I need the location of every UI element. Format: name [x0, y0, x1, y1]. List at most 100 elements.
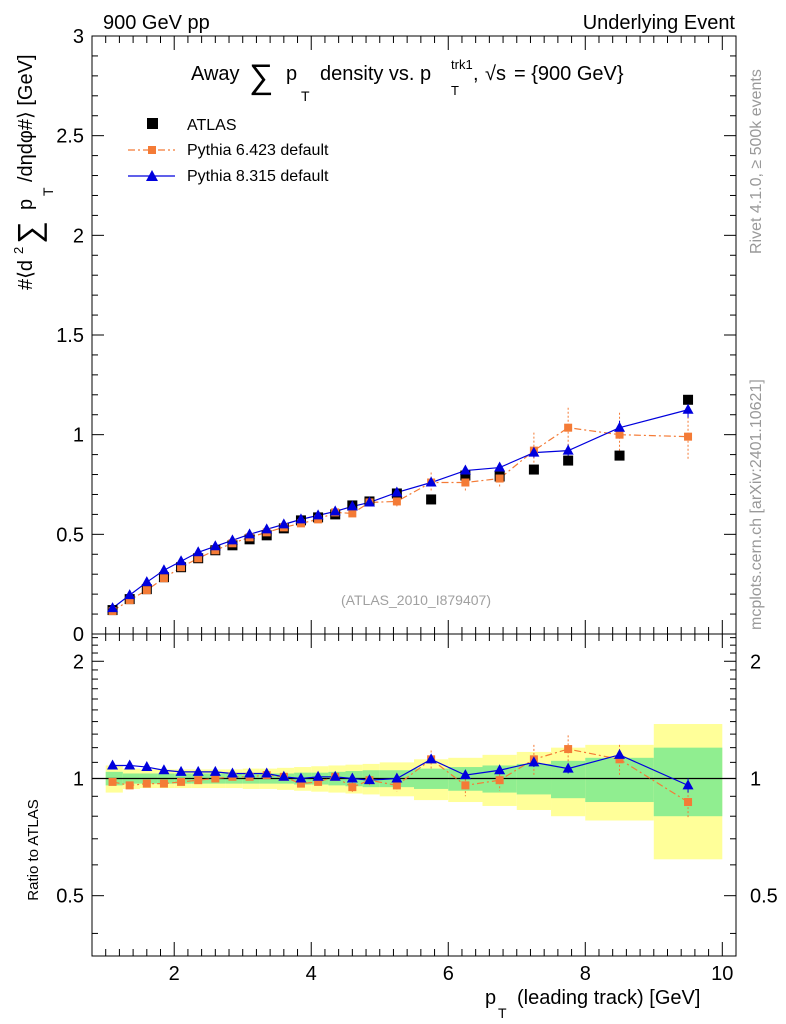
xtick-label: 4 — [306, 963, 317, 985]
side-label-mcplots: mcplots.cern.ch [arXiv:2401.10621] — [748, 379, 765, 630]
ylabel-sum: ∑ — [11, 221, 47, 244]
ratio-pythia6-point — [495, 776, 504, 785]
ratio-band-inner — [585, 757, 654, 803]
ratio-pythia6-point — [348, 783, 357, 792]
main-series — [107, 394, 694, 616]
xlabel: p T (leading track) [GeV] — [485, 987, 700, 1021]
ratio-pythia8-point — [329, 770, 341, 781]
title-density: density vs. p — [320, 63, 431, 85]
ratio-pythia8-point — [278, 770, 290, 781]
ylabel-pre: #⟨d — [15, 260, 37, 290]
pythia6-point — [564, 423, 573, 432]
ratio-pythia8-point — [425, 753, 437, 764]
title-sqrt-s: √s — [485, 63, 506, 85]
ratio-pythia6-point — [194, 776, 203, 785]
pythia8-point — [329, 505, 341, 516]
ratio-pythia6-point — [564, 745, 573, 754]
pythia6-point — [125, 596, 134, 605]
main-axes: 0 0.5 1 1.5 2 2.5 3 — [56, 26, 736, 646]
ratio-ylabel: Ratio to ATLAS — [25, 799, 42, 900]
ratio-pythia8-point — [346, 772, 358, 783]
atlas-point — [614, 450, 625, 461]
pythia8-point — [278, 518, 290, 529]
ratio-ytick-label-right: 0.5 — [750, 886, 778, 908]
pythia6-point — [159, 574, 168, 583]
pythia6-point — [392, 497, 401, 506]
ratio-pythia8-point — [459, 769, 471, 780]
xtick-label: 6 — [443, 963, 454, 985]
main-title: Away ∑ p T density vs. p trk1 T , √s = {… — [191, 57, 624, 104]
xlabel-rest: (leading track) [GeV] — [517, 987, 700, 1009]
ratio-ytick-label-left: 2 — [73, 651, 84, 673]
pythia8-point — [158, 564, 170, 575]
ratio-frame — [91, 633, 737, 957]
ratio-pythia8-point — [226, 767, 238, 778]
ratio-pythia8-point — [244, 767, 256, 778]
ratio-ytick-label-right: 1 — [750, 768, 761, 790]
ratio-pythia8-point — [192, 765, 204, 776]
ratio-pythia6-point — [615, 755, 624, 764]
pythia8-point — [614, 421, 626, 432]
title-away: Away — [191, 63, 240, 85]
main-ytick-label: 3 — [73, 26, 84, 48]
pythia8-point — [175, 555, 187, 566]
pythia8-point — [459, 464, 471, 475]
pythia6-point — [348, 509, 357, 518]
pythia8-point — [363, 496, 375, 507]
main-ytick-label: 2.5 — [56, 126, 84, 148]
main-ytick-label: 0 — [73, 624, 84, 646]
legend-pythia6-marker — [148, 146, 156, 154]
title-p: p — [286, 63, 297, 85]
xtick-label: 8 — [580, 963, 591, 985]
legend-atlas-label: ATLAS — [187, 117, 237, 134]
pythia8-point — [124, 589, 136, 600]
pythia8-line — [112, 409, 689, 609]
legend-atlas-marker — [147, 118, 158, 129]
pythia8-point — [391, 486, 403, 497]
pythia8-point — [209, 540, 221, 551]
main-ytick-label: 2 — [73, 225, 84, 247]
title-comma: , — [473, 63, 479, 85]
legend: ATLAS Pythia 6.423 default Pythia 8.315 … — [128, 117, 329, 185]
ratio-pythia8-point — [682, 779, 694, 790]
ratio-ytick-label-right: 2 — [750, 651, 761, 673]
ratio-pythia6-point — [108, 777, 117, 786]
ratio-pythia8-point — [391, 772, 403, 783]
pythia8-point — [226, 534, 238, 545]
pythia8-point — [192, 546, 204, 557]
pythia6-point — [177, 563, 186, 572]
header-right-label: Underlying Event — [583, 12, 736, 34]
ratio-pythia8-point — [528, 756, 540, 767]
pythia6-point — [142, 586, 151, 595]
atlas-point — [426, 494, 437, 505]
ylabel-post: /dηdφ#⟩ [GeV] — [15, 54, 37, 182]
atlas-point — [683, 394, 694, 405]
pythia6-point — [615, 430, 624, 439]
xlabel-p: p — [485, 987, 496, 1009]
xlabel-sub-t: T — [498, 1005, 507, 1021]
ratio-pythia8-point — [107, 759, 119, 770]
pythia8-point — [682, 403, 694, 414]
title-sub-t2: T — [451, 83, 459, 98]
analysis-watermark: (ATLAS_2010_I879407) — [341, 592, 491, 608]
atlas-point — [460, 470, 471, 481]
pythia8-point — [494, 461, 506, 472]
main-ytick-label: 1.5 — [56, 325, 84, 347]
ratio-pythia8-point — [158, 764, 170, 775]
ratio-band-inner — [516, 763, 552, 795]
pythia8-point — [107, 602, 119, 613]
ratio-pythia8-point — [261, 767, 273, 778]
ratio-pythia6-point — [684, 798, 693, 807]
ratio-pythia8-point — [562, 762, 574, 773]
main-ytick-label: 1 — [73, 425, 84, 447]
ratio-pythia6-point — [461, 781, 470, 790]
xtick-label: 2 — [169, 963, 180, 985]
atlas-point — [563, 455, 574, 466]
title-sup-trk1: trk1 — [451, 57, 473, 72]
legend-pythia6-label: Pythia 6.423 default — [187, 142, 329, 159]
title-energy: = {900 GeV} — [514, 63, 624, 85]
ratio-pythia6-point — [211, 774, 220, 783]
ratio-pythia6-point — [296, 779, 305, 788]
pythia8-point — [261, 523, 273, 534]
